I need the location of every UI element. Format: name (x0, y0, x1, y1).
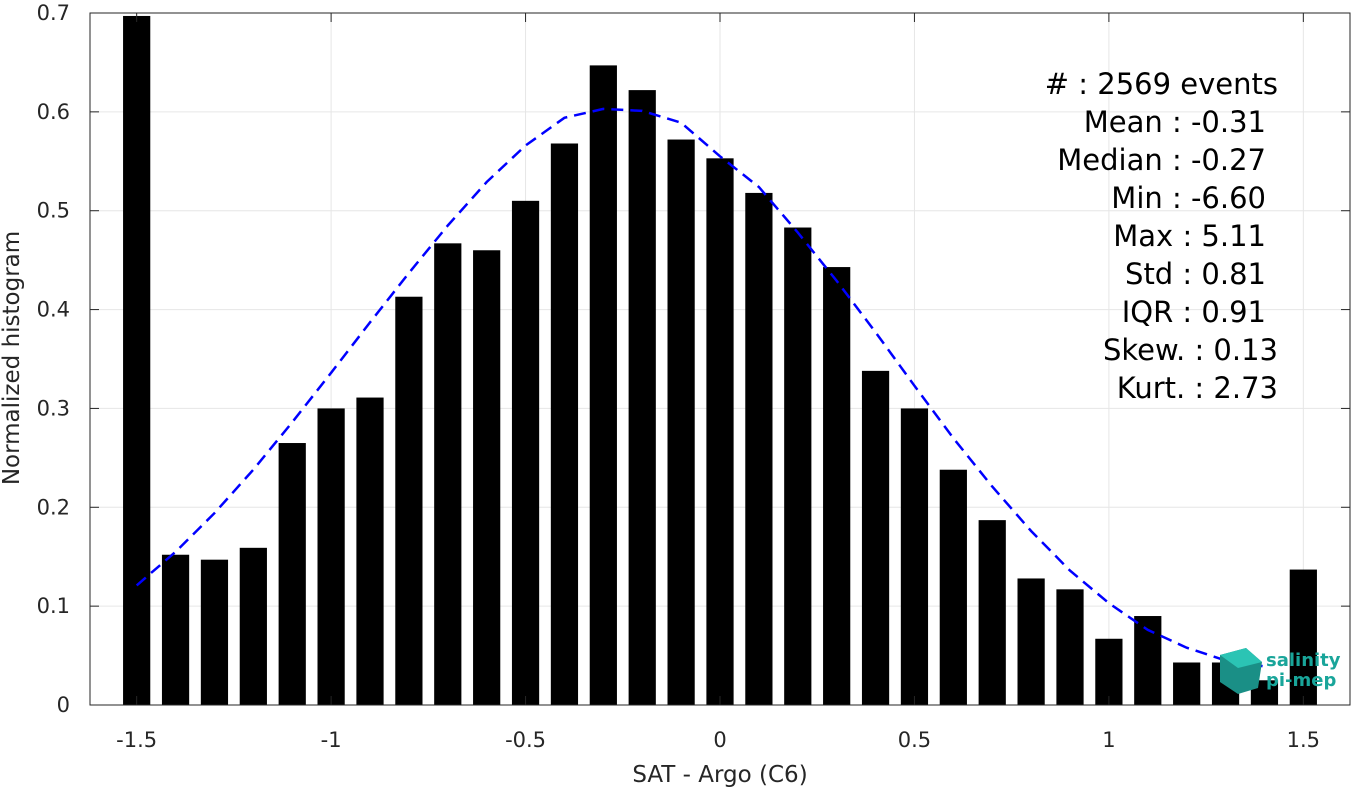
histogram-bar (550, 143, 579, 705)
y-tick-label: 0.6 (37, 100, 70, 124)
x-tick-label: 1 (1102, 728, 1115, 752)
histogram-bar (1017, 578, 1045, 705)
histogram-bar (939, 469, 967, 705)
histogram-bar (628, 90, 656, 705)
histogram-bar (1056, 589, 1084, 705)
stats-line: # : 2569 events (1045, 67, 1278, 101)
stats-line: Std : 0.81 (1125, 257, 1266, 291)
histogram-bar (784, 227, 812, 705)
bars (123, 15, 1317, 706)
y-tick-label: 0.4 (37, 298, 70, 322)
stats-line: Median : -0.27 (1057, 143, 1266, 177)
axis-ticks: -1.5 -1 -0.5 0 0.5 1 1.5 0 0.1 0.2 0.3 0.4 0.5 0.6 0.7 (37, 1, 1350, 752)
stats-line: Kurt. : 2.73 (1117, 371, 1278, 405)
x-tick-label: -1.5 (116, 728, 157, 752)
histogram-bar (395, 296, 423, 705)
histogram-bar (239, 547, 267, 705)
histogram-bar (667, 139, 695, 706)
stats-line: Mean : -0.31 (1084, 105, 1266, 139)
fit-curve (135, 107, 1265, 668)
y-tick-label: 0.2 (37, 495, 70, 519)
x-tick-label: 0 (713, 728, 726, 752)
y-tick-label: 0 (57, 693, 70, 717)
y-tick-label: 0.1 (37, 594, 70, 618)
histogram-bar (278, 443, 306, 705)
stats-line: Max : 5.11 (1113, 219, 1266, 253)
y-tick-label: 0.7 (37, 1, 70, 25)
histogram-bar (900, 408, 929, 705)
x-axis-label: SAT - Argo (C6) (632, 762, 807, 787)
histogram-bar (511, 200, 540, 706)
histogram-bar (1289, 569, 1317, 705)
x-tick-label: -1 (321, 728, 342, 752)
stats-line: Skew. : 0.13 (1103, 333, 1278, 367)
histogram-bar (317, 408, 345, 705)
x-tick-label: 0.5 (898, 728, 931, 752)
histogram-bar (706, 158, 734, 705)
histogram-bar (1173, 662, 1201, 705)
histogram-bar (745, 192, 773, 706)
histogram-bar (589, 65, 617, 705)
x-tick-label: 1.5 (1287, 728, 1320, 752)
histogram-bar (434, 243, 462, 705)
stats-line: Min : -6.60 (1111, 181, 1266, 215)
histogram-bar (1095, 638, 1123, 705)
fit-curve-group (135, 107, 1265, 668)
logo-cube-top-icon (1220, 648, 1262, 668)
y-tick-label: 0.5 (37, 199, 70, 223)
logo-line2: pi-mep (1266, 670, 1336, 691)
y-axis-label: Normalized histogram (0, 231, 25, 485)
histogram-bar (356, 397, 384, 705)
logo-line1: salinity (1266, 650, 1341, 671)
histogram-bar (978, 520, 1006, 705)
stats-line: IQR : 0.91 (1122, 295, 1266, 329)
histogram-bar (473, 250, 501, 705)
histogram-bar (200, 559, 229, 705)
y-tick-label: 0.3 (37, 396, 70, 420)
x-tick-label: -0.5 (505, 728, 546, 752)
histogram-bar (161, 554, 190, 705)
salinity-pi-mep-logo: salinity pi-mep (1220, 648, 1341, 694)
histogram-bar (861, 370, 890, 705)
histogram-bar (123, 15, 151, 706)
statistics-box: # : 2569 events Mean : -0.31 Median : -0.2… (1045, 67, 1278, 405)
histogram-bar (823, 267, 851, 705)
